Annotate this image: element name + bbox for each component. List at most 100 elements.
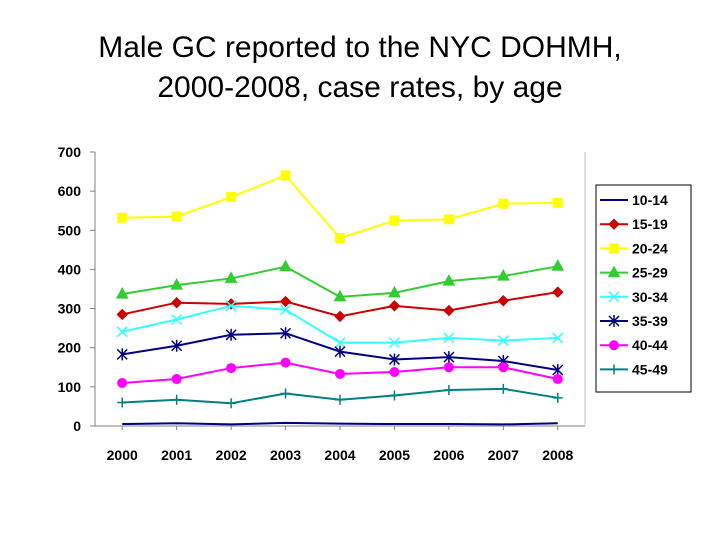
data-point	[171, 374, 182, 385]
data-point	[609, 340, 619, 351]
data-point	[170, 278, 184, 290]
data-point	[388, 285, 401, 298]
legend: 10-14 15-19 20-24 25-29 30-34 35-39 40-44 45-49	[595, 184, 692, 393]
data-point	[333, 289, 347, 302]
data-point	[335, 368, 345, 379]
data-point	[498, 362, 509, 373]
x-tick-label: 2004	[324, 447, 355, 463]
data-point	[171, 314, 183, 326]
data-point	[388, 353, 400, 366]
series-15-19	[116, 286, 564, 323]
data-point	[280, 357, 291, 368]
x-tick-label: 2008	[542, 447, 573, 463]
legend-entry: 30-34	[600, 289, 668, 305]
y-tick-label: 400	[58, 261, 82, 277]
data-point	[335, 394, 345, 405]
data-point	[280, 304, 292, 316]
data-point	[226, 192, 237, 203]
data-point	[442, 274, 456, 286]
data-point	[443, 332, 455, 344]
data-point	[608, 218, 620, 230]
data-point	[117, 397, 128, 408]
legend-entry: 15-19	[600, 216, 668, 232]
y-tick-label: 700	[58, 144, 82, 160]
legend-label: 20-24	[632, 240, 668, 256]
x-tick-label: 2007	[488, 447, 519, 463]
legend-entry: 10-14	[600, 192, 668, 208]
data-point	[225, 328, 237, 341]
series-40-44	[117, 357, 563, 388]
data-point	[552, 332, 564, 344]
data-point	[226, 398, 237, 409]
data-point	[171, 394, 182, 405]
data-point	[171, 339, 183, 352]
data-point	[443, 304, 455, 317]
data-point	[389, 215, 400, 226]
data-point	[498, 383, 509, 394]
data-point	[388, 300, 401, 312]
data-point	[552, 286, 564, 298]
x-tick-label: 2006	[433, 447, 464, 463]
y-tick-label: 100	[58, 379, 82, 395]
data-point	[116, 326, 128, 338]
x-tick-label: 2003	[270, 447, 301, 463]
data-point	[225, 300, 237, 312]
data-point	[117, 212, 128, 223]
data-point	[280, 388, 291, 399]
data-point	[609, 364, 619, 375]
chart-title-line-1: Male GC reported to the NYC DOHMH,	[98, 31, 622, 64]
x-tick-label: 2001	[161, 447, 192, 463]
legend-label: 15-19	[632, 216, 668, 232]
series-45-49	[117, 383, 563, 409]
y-tick-label: 600	[58, 183, 82, 199]
legend-entry: 25-29	[600, 265, 668, 281]
series-10-14	[122, 421, 558, 426]
y-tick-label: 300	[58, 301, 82, 317]
legend-entry: 35-39	[600, 313, 668, 329]
data-point	[443, 362, 454, 373]
data-point	[334, 310, 346, 323]
legend-entry: 45-49	[600, 361, 668, 377]
y-axis-ticks: 0 100 200 300 400 500 600 700	[58, 144, 95, 434]
data-point	[280, 327, 292, 340]
legend-label: 25-29	[632, 265, 668, 281]
data-point	[443, 384, 454, 395]
legend-label: 40-44	[632, 337, 668, 353]
legend-label: 10-14	[632, 192, 668, 208]
legend-box	[595, 184, 692, 393]
series-35-39	[116, 327, 564, 377]
data-point	[443, 214, 454, 225]
data-point	[608, 315, 620, 327]
legend-entry: 40-44	[600, 337, 668, 353]
data-point	[334, 337, 346, 349]
data-point	[279, 295, 292, 308]
legend-label: 30-34	[632, 289, 668, 305]
legend-label: 35-39	[632, 313, 668, 329]
series-line	[122, 174, 558, 240]
data-point	[552, 364, 564, 377]
data-point	[116, 308, 128, 321]
data-point	[117, 377, 128, 388]
data-point	[116, 348, 128, 361]
data-point	[335, 233, 345, 244]
data-point	[496, 269, 510, 281]
data-point	[389, 366, 400, 377]
series-20-24	[117, 170, 563, 244]
data-point	[497, 295, 510, 307]
data-point	[608, 291, 620, 303]
data-point	[552, 374, 563, 385]
data-point	[115, 287, 129, 299]
series-group	[115, 170, 565, 426]
data-point	[551, 259, 565, 271]
y-tick-label: 0	[73, 418, 81, 434]
data-point	[389, 390, 400, 401]
data-point	[279, 259, 292, 272]
series-25-29	[115, 259, 565, 302]
x-tick-label: 2002	[216, 447, 247, 463]
data-point	[443, 351, 455, 364]
legend-entry: 20-24	[600, 240, 668, 256]
data-point	[226, 363, 237, 374]
data-point	[388, 337, 400, 349]
data-point	[498, 198, 509, 209]
